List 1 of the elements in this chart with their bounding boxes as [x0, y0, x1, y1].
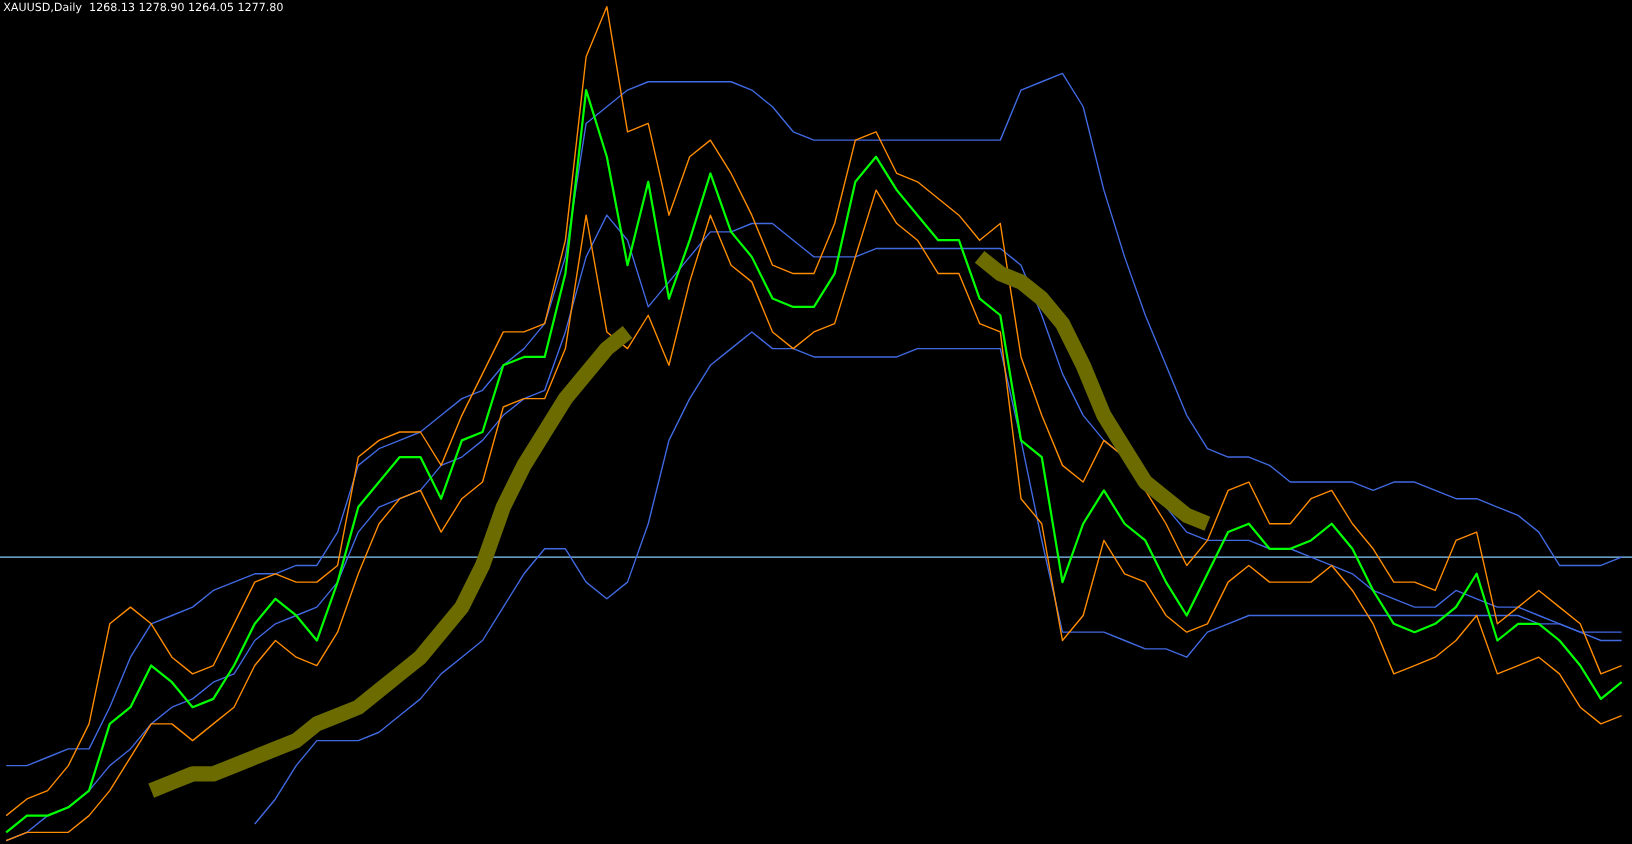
chart-title: XAUUSD,Daily 1268.13 1278.90 1264.05 1277.80	[3, 2, 283, 14]
